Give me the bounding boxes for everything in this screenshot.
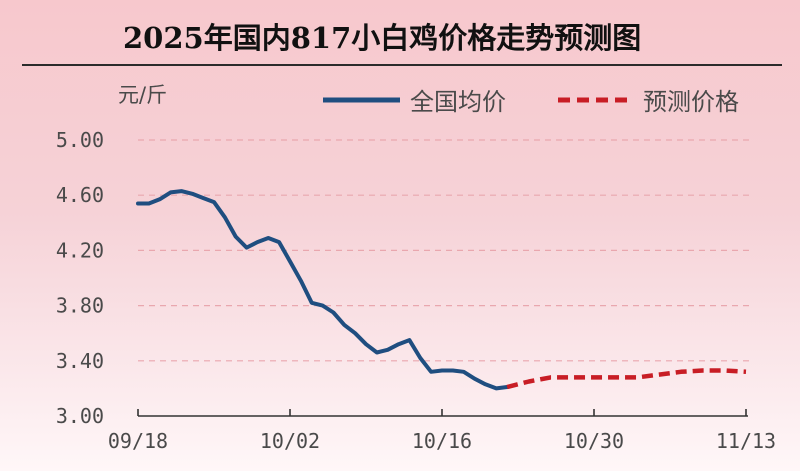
x-tick-label: 09/18 <box>108 429 168 453</box>
plot-area <box>136 189 747 391</box>
y-tick-label: 4.20 <box>56 238 104 262</box>
x-tick-label: 11/13 <box>716 429 776 453</box>
x-axis: 09/18 10/02 10/16 10/30 11/13 <box>108 409 776 453</box>
legend-label-forecast: 预测价格 <box>643 88 739 116</box>
y-tick-label: 3.80 <box>56 294 104 318</box>
grid-lines <box>138 139 752 362</box>
y-axis-unit-label: 元/斤 <box>118 83 167 107</box>
y-tick-label: 3.00 <box>56 404 104 428</box>
y-tick-label: 5.00 <box>56 128 104 152</box>
legend-label-actual: 全国均价 <box>410 88 506 116</box>
legend: 全国均价 预测价格 <box>323 88 739 116</box>
series-line-actual <box>136 189 510 391</box>
x-tick-label: 10/02 <box>260 429 320 453</box>
x-tick-label: 10/16 <box>412 429 472 453</box>
x-tick-label: 10/30 <box>564 429 624 453</box>
series-line-forecast <box>506 368 747 390</box>
chart-title: 2025年国内817小白鸡价格走势预测图 <box>123 21 641 55</box>
y-tick-label: 3.40 <box>56 349 104 373</box>
y-tick-label: 4.60 <box>56 183 104 207</box>
y-axis-ticks: 5.00 4.60 4.20 3.80 3.40 3.00 <box>56 128 104 428</box>
